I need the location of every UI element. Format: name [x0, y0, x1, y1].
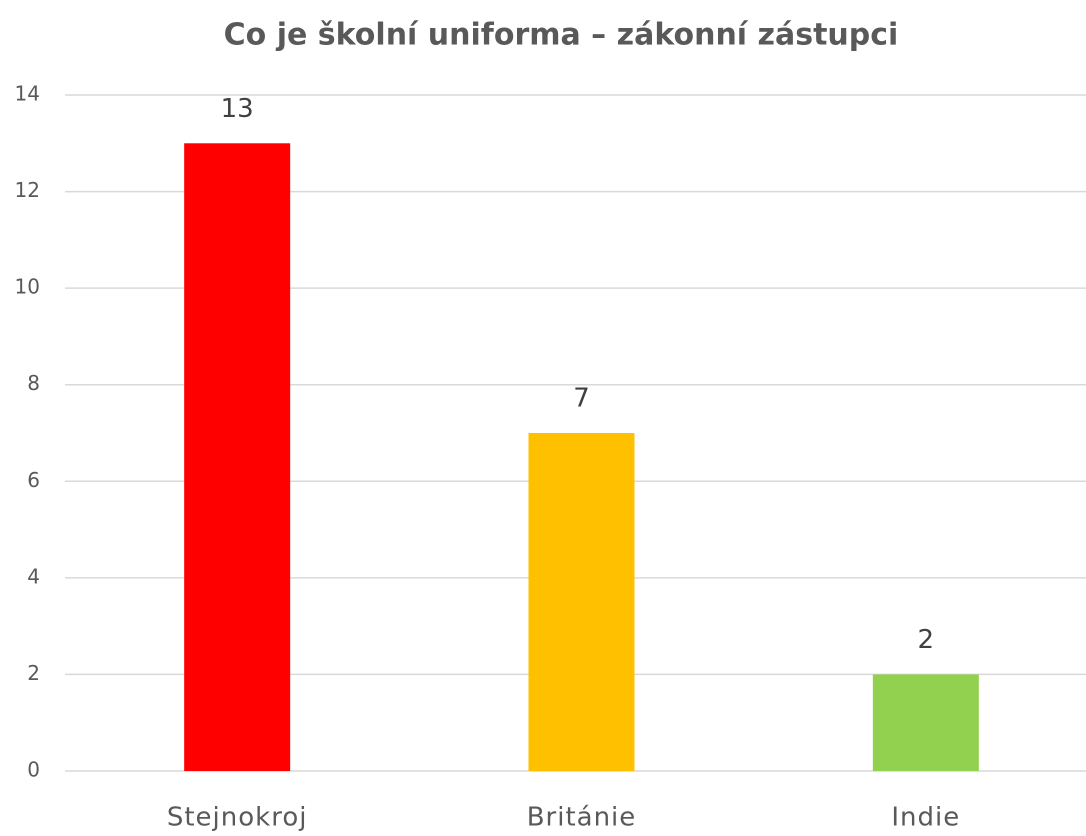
data-label: 13 [221, 94, 254, 124]
y-tick-label: 4 [27, 564, 40, 588]
bar [184, 143, 291, 772]
y-tick-label: 6 [27, 468, 40, 492]
bar [872, 674, 979, 771]
x-tick-label: Stejnokroj [167, 803, 308, 833]
y-tick-label: 14 [15, 82, 40, 106]
y-tick-label: 0 [27, 758, 40, 782]
y-tick-label: 8 [27, 371, 40, 395]
x-tick-label: Británie [527, 803, 637, 833]
chart-title: Co je školní uniforma – zákonní zástupci [224, 18, 899, 53]
y-tick-label: 10 [15, 275, 40, 299]
x-tick-label: Indie [891, 803, 960, 833]
y-tick-label: 2 [27, 661, 40, 685]
bar [528, 433, 635, 771]
y-tick-label: 12 [15, 178, 40, 202]
data-label: 7 [573, 384, 590, 414]
data-label: 2 [918, 625, 935, 655]
